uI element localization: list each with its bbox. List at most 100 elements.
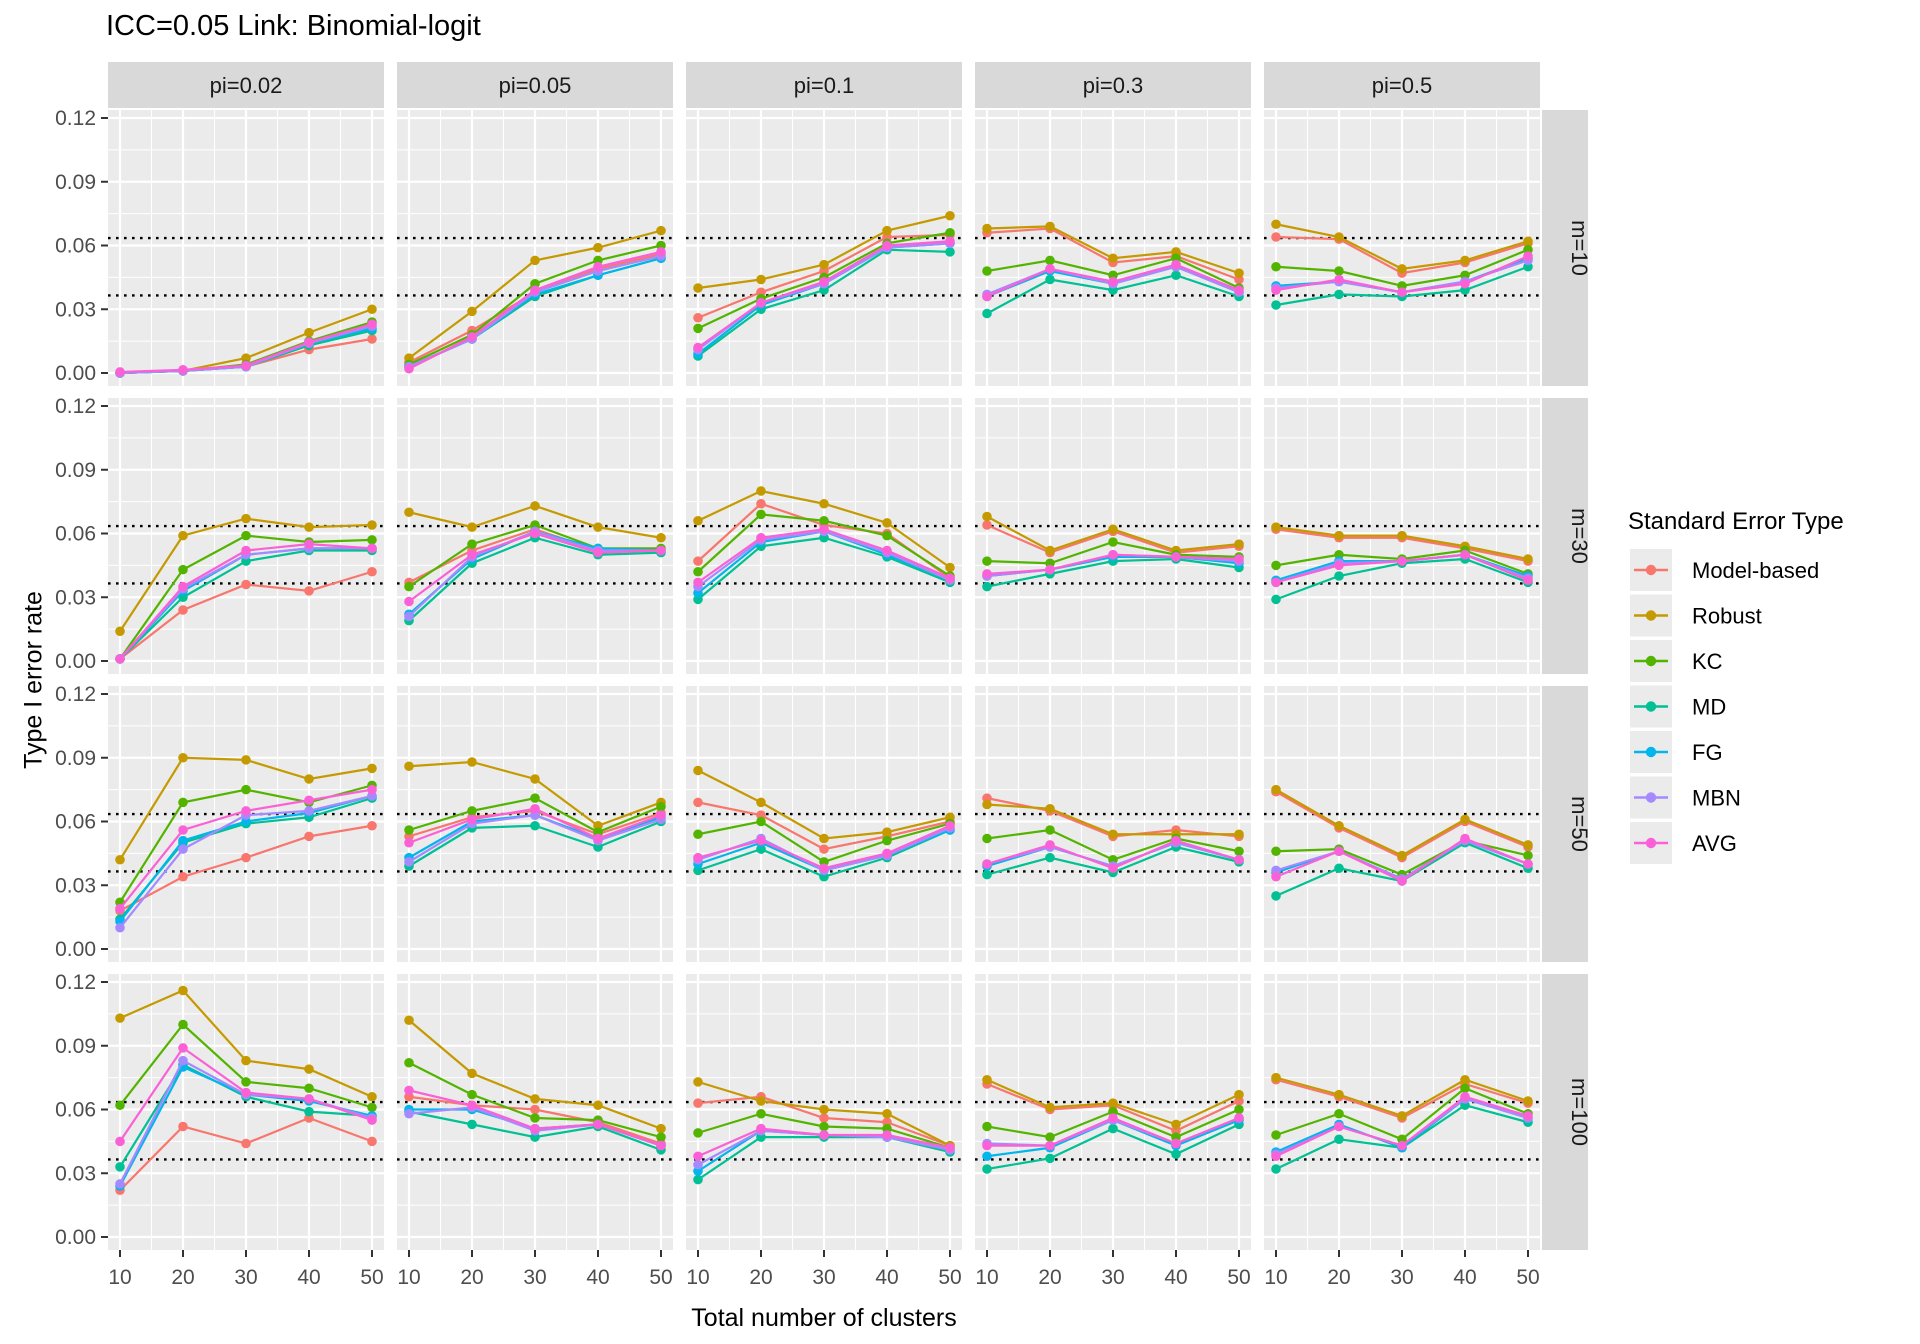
facet-col-strip — [397, 62, 673, 108]
series-point-Model-based — [819, 1113, 829, 1123]
x-tick-label: 10 — [1264, 1266, 1287, 1289]
series-point-AVG — [945, 820, 955, 831]
series-point-Model-based — [819, 844, 829, 854]
series-point-MBN — [404, 611, 414, 622]
legend-key-point — [1645, 837, 1657, 849]
series-point-AVG — [1397, 1140, 1407, 1151]
series-point-KC — [241, 1077, 251, 1087]
series-point-AVG — [982, 859, 992, 869]
series-point-AVG — [1334, 560, 1344, 571]
series-point-Robust — [819, 1104, 829, 1115]
series-point-AVG — [1108, 863, 1118, 874]
x-tick-label: 20 — [460, 1266, 483, 1289]
legend-item-label: FG — [1692, 740, 1723, 765]
series-point-AVG — [982, 291, 992, 302]
series-point-Model-based — [241, 579, 251, 590]
series-point-Robust — [756, 797, 766, 808]
series-point-Robust — [656, 532, 666, 543]
series-point-MBN — [115, 1179, 125, 1189]
series-point-Robust — [1108, 1098, 1118, 1108]
series-point-KC — [241, 530, 251, 541]
series-point-KC — [1523, 850, 1533, 861]
series-point-Robust — [1171, 1119, 1181, 1130]
series-point-KC — [1234, 1104, 1244, 1115]
chart-title: ICC=0.05 Link: Binomial-logit — [106, 10, 481, 42]
series-point-MD — [693, 1174, 703, 1185]
x-tick-label: 20 — [749, 1266, 772, 1289]
series-point-Robust — [304, 1064, 314, 1074]
y-tick-label: 0.03 — [55, 874, 96, 897]
series-point-AVG — [241, 545, 251, 556]
series-point-MBN — [304, 806, 314, 816]
series-point-AVG — [1234, 1113, 1244, 1123]
series-point-MD — [1045, 852, 1055, 863]
legend-item-Model-based: Model-based — [1630, 549, 1819, 591]
panel-m=100-pi=0.02 — [108, 974, 384, 1250]
panel-m=30-pi=0.5 — [1264, 398, 1540, 674]
series-point-KC — [982, 266, 992, 276]
series-point-AVG — [656, 810, 666, 820]
series-point-AVG — [367, 319, 377, 329]
series-point-AVG — [1397, 556, 1407, 566]
series-point-Robust — [178, 530, 188, 541]
series-point-AVG — [593, 833, 603, 844]
series-point-AVG — [819, 1130, 829, 1140]
series-point-Robust — [1271, 1072, 1281, 1083]
facet-row-strip — [1542, 974, 1588, 1250]
series-point-KC — [404, 825, 414, 835]
series-point-AVG — [1334, 1121, 1344, 1132]
facet-row-label: m=30 — [1567, 508, 1592, 564]
series-point-Robust — [241, 1055, 251, 1066]
series-point-AVG — [178, 825, 188, 835]
series-point-AVG — [530, 528, 540, 539]
series-point-AVG — [656, 247, 666, 257]
series-point-Robust — [1271, 219, 1281, 230]
legend-key-point — [1645, 746, 1657, 758]
series-point-AVG — [304, 795, 314, 806]
x-tick-label: 40 — [1164, 1266, 1187, 1289]
series-point-Robust — [945, 210, 955, 221]
series-point-Robust — [882, 1108, 892, 1119]
series-point-AVG — [367, 1115, 377, 1125]
series-point-AVG — [1460, 833, 1470, 844]
series-point-AVG — [1334, 274, 1344, 285]
x-tick-label: 30 — [1101, 1266, 1124, 1289]
series-point-KC — [982, 1121, 992, 1132]
series-point-Robust — [530, 774, 540, 784]
series-point-Robust — [1397, 850, 1407, 861]
series-point-KC — [1045, 825, 1055, 835]
x-tick-label: 40 — [1453, 1266, 1476, 1289]
panel-m=10-pi=0.5 — [1264, 110, 1540, 386]
legend-key-point — [1645, 564, 1657, 576]
series-point-KC — [467, 539, 477, 549]
series-point-Robust — [1460, 255, 1470, 266]
series-point-KC — [178, 1019, 188, 1030]
series-point-Robust — [367, 520, 377, 530]
series-point-AVG — [593, 547, 603, 558]
series-point-AVG — [982, 569, 992, 579]
legend-item-label: MBN — [1692, 786, 1741, 811]
series-point-Robust — [404, 1015, 414, 1026]
series-point-AVG — [178, 365, 188, 375]
series-point-AVG — [1271, 285, 1281, 295]
series-point-KC — [982, 833, 992, 844]
series-point-KC — [467, 1089, 477, 1100]
series-point-FG — [982, 1151, 992, 1162]
series-point-Model-based — [178, 605, 188, 615]
series-point-KC — [404, 1057, 414, 1068]
x-tick-label: 10 — [686, 1266, 709, 1289]
series-point-AVG — [1271, 871, 1281, 882]
facet-col-label: pi=0.02 — [210, 73, 283, 98]
series-point-Model-based — [693, 312, 703, 323]
series-point-Robust — [982, 511, 992, 522]
series-point-Robust — [1234, 268, 1244, 278]
series-point-KC — [693, 829, 703, 840]
series-point-Robust — [1108, 524, 1118, 535]
series-point-AVG — [1523, 251, 1533, 261]
series-point-AVG — [1108, 1113, 1118, 1123]
series-point-Robust — [1397, 264, 1407, 274]
series-point-Model-based — [982, 520, 992, 530]
y-tick-label: 0.00 — [55, 938, 96, 961]
legend-item-label: Model-based — [1692, 558, 1819, 583]
